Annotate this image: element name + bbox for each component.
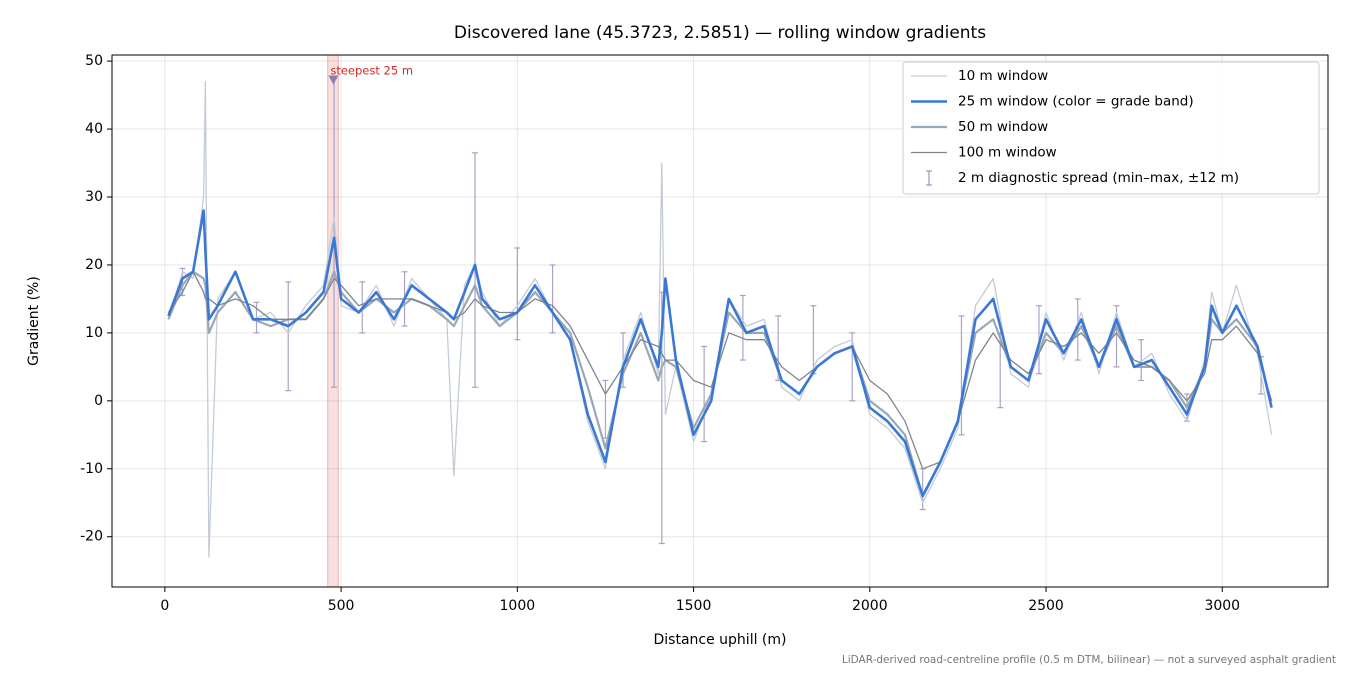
error-bar xyxy=(549,264,556,334)
footnote: LiDAR-derived road-centreline profile (0… xyxy=(842,654,1336,666)
highlight-span xyxy=(327,54,339,588)
error-bar xyxy=(701,345,708,443)
x-tick-label: 500 xyxy=(328,598,355,614)
error-bar xyxy=(849,332,856,402)
error-bar xyxy=(1138,339,1145,382)
legend-label: 25 m window (color = grade band) xyxy=(958,94,1194,110)
highlight-marker xyxy=(328,75,339,85)
highlight-label: steepest 25 m xyxy=(330,64,413,78)
x-tick-label: 2500 xyxy=(1028,598,1064,614)
legend-label: 2 m diagnostic spread (min–max, ±12 m) xyxy=(958,170,1239,186)
x-tick-label: 1500 xyxy=(676,598,712,614)
error-bar xyxy=(958,315,965,436)
legend-label: 100 m window xyxy=(958,145,1057,161)
y-tick-label: -20 xyxy=(80,529,103,545)
series-line xyxy=(167,209,1273,498)
error-bar xyxy=(1074,298,1081,361)
x-tick-label: 2000 xyxy=(852,598,888,614)
series-line xyxy=(167,80,1273,558)
y-tick-label: 10 xyxy=(85,325,103,341)
series-line xyxy=(167,271,1273,470)
error-bar xyxy=(285,281,292,392)
error-bar xyxy=(1113,305,1120,368)
legend-label: 10 m window xyxy=(958,68,1048,84)
y-tick-label: 20 xyxy=(85,257,103,273)
x-tick-label: 0 xyxy=(160,598,169,614)
error-bar xyxy=(514,247,521,341)
chart-title: Discovered lane (45.3723, 2.5851) — roll… xyxy=(454,23,986,43)
y-tick-label: 0 xyxy=(94,393,103,409)
y-tick-label: 50 xyxy=(85,53,103,69)
legend-label: 50 m window xyxy=(958,119,1048,135)
y-tick-label: 40 xyxy=(85,121,103,137)
x-tick-label: 3000 xyxy=(1204,598,1240,614)
y-tick-label: 30 xyxy=(85,189,103,205)
legend-box xyxy=(902,61,1320,195)
x-axis-label: Distance uphill (m) xyxy=(654,632,787,648)
plot-frame xyxy=(111,54,1329,588)
y-axis-label: Gradient (%) xyxy=(26,276,42,366)
y-tick-label: -10 xyxy=(80,461,103,477)
x-tick-label: 1000 xyxy=(500,598,536,614)
